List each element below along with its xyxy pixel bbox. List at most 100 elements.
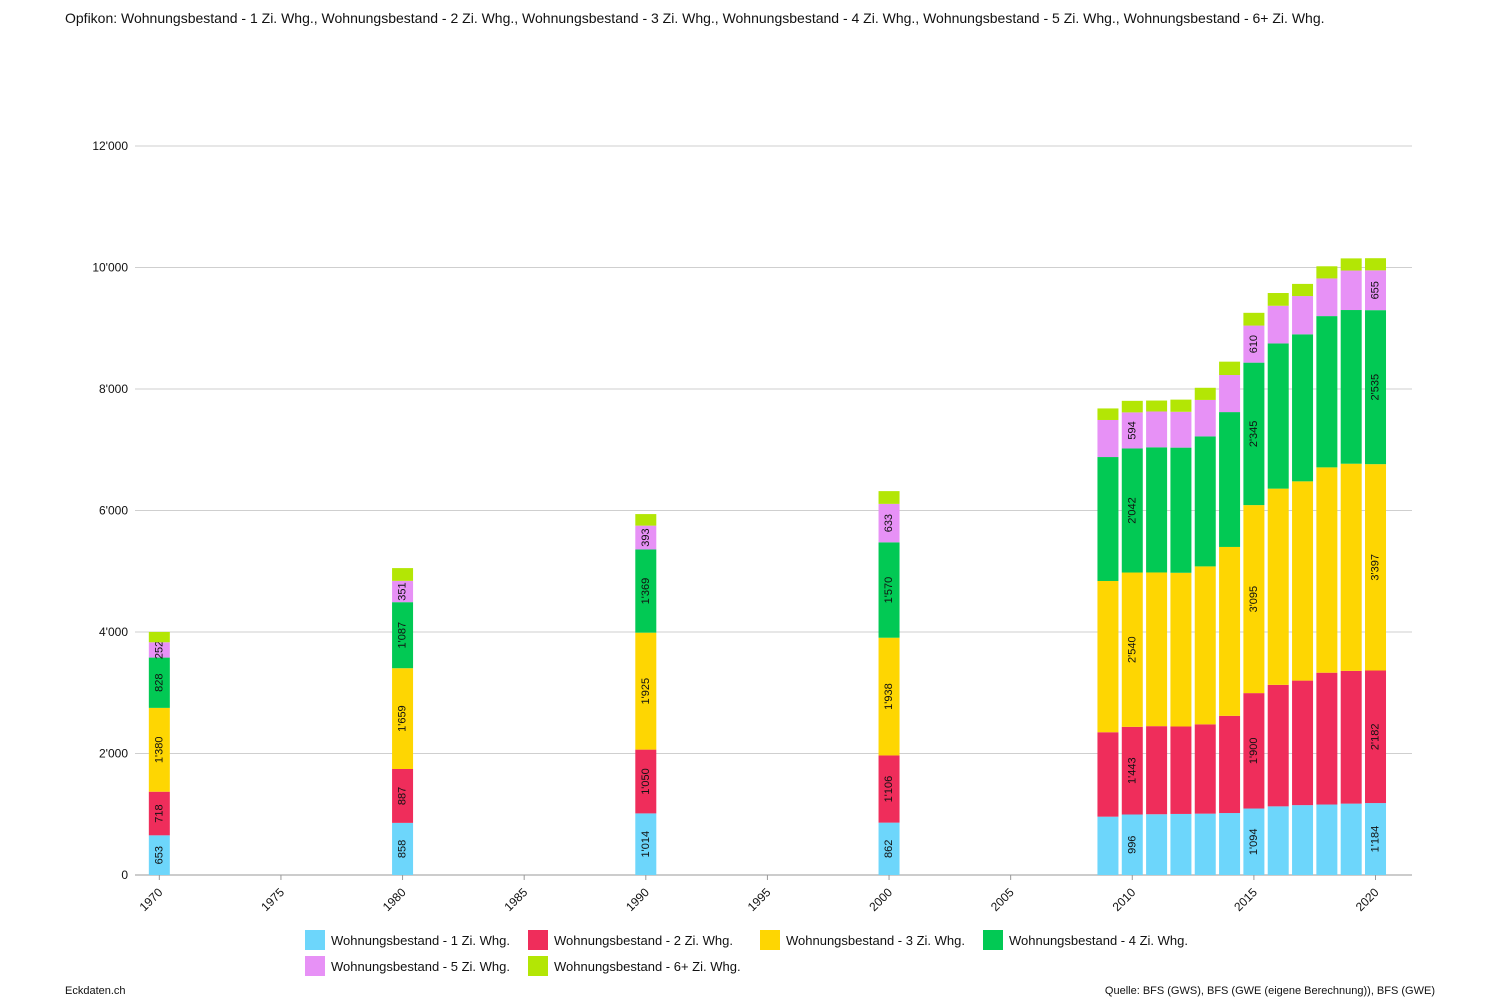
- bar-segment: [1292, 481, 1314, 681]
- bar-segment: [1219, 813, 1241, 875]
- bar-segment: [1267, 488, 1289, 685]
- bar-segment: [878, 503, 900, 543]
- y-tick-label: 0: [121, 868, 128, 882]
- bar-segment: [1170, 411, 1192, 448]
- bar-segment: [1292, 296, 1314, 335]
- x-tick-label: 1970: [137, 885, 166, 914]
- x-tick-label: 2005: [988, 885, 1017, 914]
- data-label: 655: [1370, 281, 1382, 299]
- bar-segment: [1292, 680, 1314, 806]
- data-label: 2'540: [1126, 636, 1138, 663]
- legend-label: Wohnungsbestand - 5 Zi. Whg.: [331, 958, 510, 974]
- bar-segment: [1194, 387, 1216, 400]
- bar-segment: [878, 637, 900, 756]
- bar-segment: [392, 602, 414, 669]
- bar-segment: [1365, 803, 1387, 875]
- bar-segment: [1146, 447, 1168, 573]
- bar-segment: [1194, 813, 1216, 875]
- legend-label: Wohnungsbestand - 3 Zi. Whg.: [786, 932, 965, 948]
- legend-swatch: [528, 956, 548, 976]
- legend-label: Wohnungsbestand - 4 Zi. Whg.: [1009, 932, 1188, 948]
- bar-segment: [1365, 670, 1387, 804]
- chart-title: Opfikon: Wohnungsbestand - 1 Zi. Whg., W…: [65, 10, 1325, 26]
- bar-segment: [1316, 672, 1338, 805]
- bar-segment: [1170, 813, 1192, 875]
- data-label: 2'535: [1370, 374, 1382, 401]
- bar-segment: [1121, 726, 1143, 815]
- bar-segment: [1243, 312, 1265, 326]
- bar-segment: [148, 707, 170, 792]
- bar-segment: [1146, 411, 1168, 448]
- x-tick-label: 1995: [745, 885, 774, 914]
- bar-segment: [1146, 814, 1168, 875]
- data-label: 858: [397, 840, 409, 858]
- y-tick-label: 12'000: [92, 139, 128, 153]
- bar-segment: [1340, 803, 1362, 875]
- data-label: 1'570: [883, 577, 895, 604]
- bar-segment: [1097, 816, 1119, 875]
- data-label: 1'094: [1248, 828, 1260, 855]
- data-label: 1'380: [153, 737, 165, 764]
- bar-segment: [1194, 566, 1216, 725]
- legend-swatch: [528, 930, 548, 950]
- bar-segment: [1243, 505, 1265, 694]
- bar-segment: [1121, 572, 1143, 727]
- legend-swatch: [305, 930, 325, 950]
- data-label: 1'184: [1370, 826, 1382, 853]
- bar-segment: [148, 791, 170, 836]
- bar-segment: [1219, 715, 1241, 814]
- bar-segment: [1194, 399, 1216, 437]
- bar-segment: [1267, 806, 1289, 875]
- bar-segment: [1316, 278, 1338, 317]
- legend-label: Wohnungsbestand - 6+ Zi. Whg.: [554, 958, 741, 974]
- data-label: 996: [1126, 836, 1138, 854]
- bar-segment: [1267, 343, 1289, 489]
- legend-swatch: [305, 956, 325, 976]
- data-label: 2'345: [1248, 421, 1260, 448]
- data-label: 610: [1248, 335, 1260, 353]
- bar-segment: [1340, 670, 1362, 804]
- data-label: 887: [397, 787, 409, 805]
- bar-segment: [1243, 808, 1265, 875]
- x-tick-label: 2020: [1353, 885, 1382, 914]
- data-label: 1'106: [883, 776, 895, 803]
- bar-segment: [635, 514, 657, 526]
- bar-segment: [1340, 463, 1362, 671]
- x-tick-label: 2000: [866, 885, 895, 914]
- bar-segment: [1121, 448, 1143, 573]
- data-label: 653: [153, 846, 165, 864]
- data-label: 1'050: [640, 768, 652, 795]
- bar-segment: [1146, 400, 1168, 412]
- y-tick-label: 6'000: [99, 504, 128, 518]
- bar-segment: [148, 657, 170, 708]
- data-label: 2'182: [1370, 724, 1382, 751]
- bar-segment: [1365, 464, 1387, 671]
- x-tick-label: 1975: [258, 885, 287, 914]
- data-label: 3'095: [1248, 586, 1260, 613]
- bar-segment: [1121, 412, 1143, 449]
- legend-item-3-zimmer: Wohnungsbestand - 3 Zi. Whg.: [760, 930, 965, 950]
- legend-item-6-zimmer: Wohnungsbestand - 6+ Zi. Whg.: [528, 956, 741, 976]
- bar-segment: [1170, 572, 1192, 727]
- bar-segment: [1097, 580, 1119, 733]
- bar-segment: [148, 631, 170, 643]
- y-tick-label: 10'000: [92, 261, 128, 275]
- bar-segment: [1267, 305, 1289, 344]
- legend-item-4-zimmer: Wohnungsbestand - 4 Zi. Whg.: [983, 930, 1188, 950]
- bar-segment: [392, 768, 414, 823]
- bar-segment: [635, 749, 657, 814]
- bar-segment: [1097, 408, 1119, 420]
- bar-segment: [1097, 732, 1119, 817]
- bar-segment: [1292, 283, 1314, 297]
- bar-segment: [1146, 572, 1168, 727]
- bar-segment: [635, 813, 657, 875]
- legend-item-1-zimmer: Wohnungsbestand - 1 Zi. Whg.: [305, 930, 510, 950]
- legend-item-2-zimmer: Wohnungsbestand - 2 Zi. Whg.: [528, 930, 733, 950]
- bar-segment: [878, 542, 900, 638]
- x-tick-label: 1990: [623, 885, 652, 914]
- bar-segment: [878, 822, 900, 875]
- bar-segment: [1194, 724, 1216, 814]
- data-label: 252: [153, 641, 165, 659]
- bar-segment: [1243, 693, 1265, 809]
